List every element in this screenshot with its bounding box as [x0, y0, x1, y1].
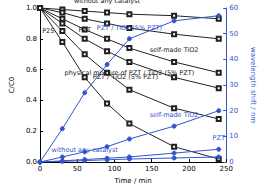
svg-text:PZT / TiO2 (5% PZT): PZT / TiO2 (5% PZT)	[97, 24, 162, 32]
svg-text:40: 40	[229, 55, 238, 63]
svg-text:Time / min: Time / min	[114, 177, 152, 185]
svg-text:PZT: PZT	[213, 134, 225, 142]
svg-text:self-made TiO2: self-made TiO2	[150, 46, 199, 54]
svg-text:0: 0	[229, 158, 234, 167]
svg-text:150: 150	[145, 165, 158, 173]
svg-text:without any catalyst: without any catalyst	[52, 146, 119, 154]
svg-text:50: 50	[229, 30, 238, 38]
svg-text:50: 50	[73, 165, 82, 173]
svg-text:0.2: 0.2	[26, 127, 37, 135]
svg-text:30: 30	[229, 81, 238, 89]
svg-text:PZT: PZT	[79, 26, 91, 34]
svg-text:PZT / TiO2 (5% PZT): PZT / TiO2 (5% PZT)	[93, 73, 158, 81]
svg-text:1.0: 1.0	[26, 4, 37, 12]
svg-text:250: 250	[220, 165, 233, 173]
svg-text:without any catalyst: without any catalyst	[74, 0, 141, 5]
svg-text:0.6: 0.6	[26, 66, 38, 74]
svg-text:200: 200	[182, 165, 195, 173]
svg-text:60: 60	[229, 4, 238, 12]
svg-text:physical mixture of PZT / TiO2: physical mixture of PZT / TiO2 (5% PZT)	[64, 69, 195, 78]
svg-text:C/C0: C/C0	[8, 77, 16, 94]
svg-text:self-made TiO2: self-made TiO2	[150, 111, 199, 119]
svg-text:wavelength shift / nm: wavelength shift / nm	[249, 47, 257, 123]
svg-text:10: 10	[229, 132, 238, 140]
svg-text:20: 20	[229, 107, 238, 115]
svg-text:100: 100	[108, 165, 121, 173]
svg-text:0: 0	[38, 165, 42, 173]
svg-text:0.4: 0.4	[26, 96, 38, 104]
svg-text:P25: P25	[42, 27, 54, 35]
svg-text:0.0: 0.0	[26, 158, 37, 166]
svg-text:0.8: 0.8	[26, 35, 37, 43]
